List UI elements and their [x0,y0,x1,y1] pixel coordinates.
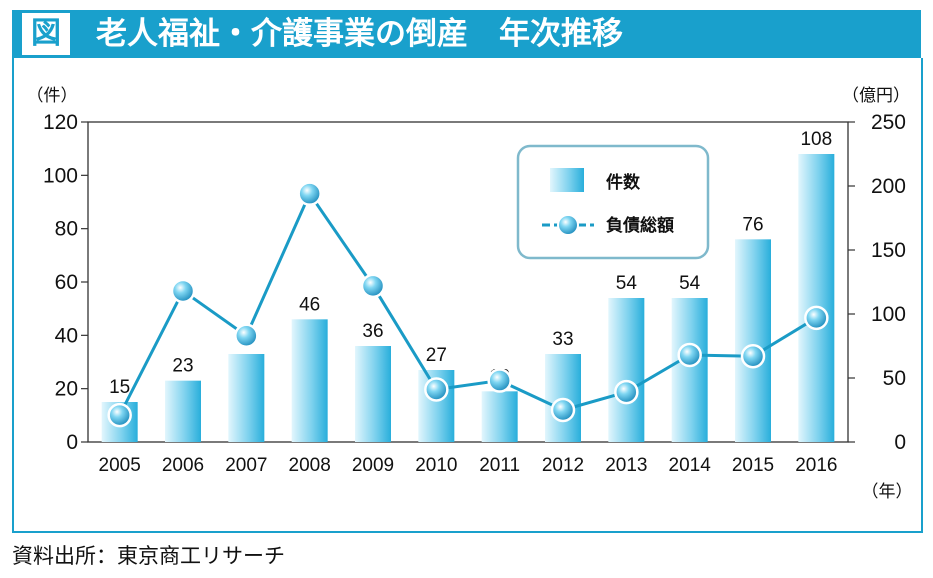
bar-value-label: 23 [172,356,193,377]
bar-value-label: 108 [800,129,832,150]
bar [165,380,201,442]
x-tick-label: 2012 [542,455,584,476]
y-right-unit: （億円） [842,86,910,105]
bar-value-label: 15 [109,377,130,398]
plot-area-border [87,121,849,443]
bar-value-label: 76 [742,214,763,235]
legend-label-count: 件数 [606,172,641,192]
debt-point [804,305,829,331]
debt-point [740,343,766,369]
bar-value-label: 54 [616,273,638,294]
bar [228,354,265,442]
y-left-tick-label: 120 [43,111,78,134]
debt-point [360,273,386,299]
x-tick-label: 2007 [225,455,267,476]
debt-line [118,190,818,416]
bar-value-label: 54 [679,273,701,294]
debt-point [550,397,576,423]
chart-title: 老人福祉・介護事業の倒産 年次推移 [96,16,623,52]
x-unit: （年） [862,482,913,501]
debt-point [487,368,512,393]
y-right-tick-label: 200 [871,175,906,198]
bar-value-label: 27 [426,345,447,366]
bar [355,346,391,442]
debt-point [107,402,132,428]
figure-label: 図 [22,13,70,55]
chart-frame [12,58,923,533]
y-left-unit: （件） [27,86,78,105]
x-tick-label: 2005 [99,455,141,476]
debt-point [234,323,259,349]
y-left-tick-label: 100 [43,164,78,187]
bar [671,298,708,442]
bar-value-label: 36 [362,321,383,342]
x-tick-label: 2008 [289,455,331,476]
bar [291,319,328,442]
bar-value-label: 33 [552,329,573,350]
debt-point [297,181,322,206]
x-tick-label: 2010 [415,455,457,476]
x-tick-label: 2006 [162,455,204,476]
bar [481,391,518,442]
y-right-tick-label: 150 [871,239,906,262]
bar-value-label: 46 [299,294,320,315]
debt-point [424,377,449,402]
y-right-tick-label: 100 [871,303,906,326]
source-note: 資料出所：東京商工リサーチ [12,544,285,568]
legend-label-debt: 負債総額 [606,215,674,235]
legend-point-swatch [557,214,579,236]
bar [735,239,771,442]
bar [608,298,645,442]
y-right-tick-label: 50 [883,367,906,390]
debt-point [170,278,196,304]
x-tick-label: 2014 [669,455,712,476]
y-left-tick-label: 0 [66,431,78,454]
y-right-tick-label: 0 [894,431,906,454]
x-tick-label: 2013 [605,455,647,476]
legend-box [516,144,710,260]
bar [798,154,835,442]
y-left-tick-label: 40 [55,324,78,347]
y-left-tick-label: 80 [55,218,78,241]
x-tick-label: 2011 [479,455,520,476]
x-tick-label: 2016 [795,455,837,476]
x-tick-label: 2015 [732,455,774,476]
y-left-tick-label: 60 [55,271,78,294]
legend-bar-swatch [550,168,584,192]
x-tick-label: 2009 [352,455,394,476]
y-left-tick-label: 20 [55,378,78,401]
title-banner [12,10,921,58]
y-right-tick-label: 250 [871,111,906,134]
debt-point [614,379,639,405]
debt-point [677,342,702,368]
